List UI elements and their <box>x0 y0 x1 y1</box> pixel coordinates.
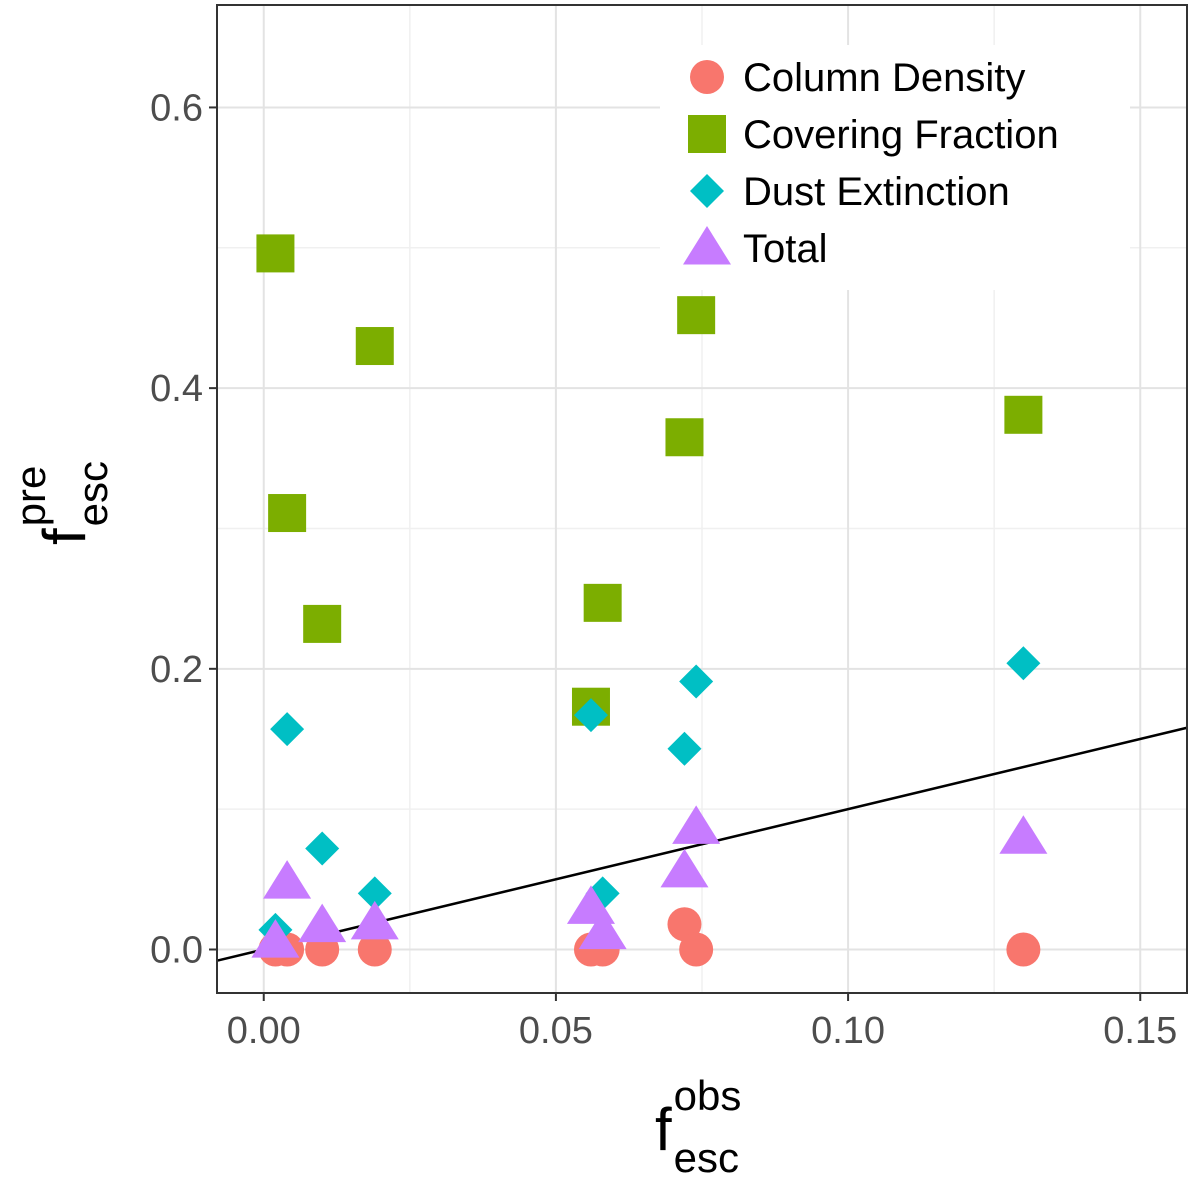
square-point <box>583 583 622 622</box>
diamond-point <box>679 664 714 699</box>
diamond-point <box>270 712 305 747</box>
y-axis-title-main: f <box>31 528 98 545</box>
y-tick-label: 0.0 <box>150 929 203 971</box>
triangle-point <box>999 815 1048 854</box>
legend-label: Covering Fraction <box>743 113 1059 157</box>
diamond-point <box>667 731 702 766</box>
legend-circle-key <box>690 60 724 94</box>
y-axis-title-sub: esc <box>69 461 116 526</box>
square-point <box>268 494 307 533</box>
legend-label: Dust Extinction <box>743 170 1010 214</box>
circle-point <box>1006 932 1041 967</box>
legend-item: Covering Fraction <box>688 113 1059 157</box>
circle-point <box>679 932 714 967</box>
x-tick-label: 0.05 <box>519 1010 593 1052</box>
y-axis-title: fpre esc <box>7 461 116 545</box>
y-tick-label: 0.4 <box>150 368 203 410</box>
square-point <box>256 234 295 273</box>
legend-diamond-key <box>690 174 724 208</box>
triangle-point <box>263 860 312 899</box>
legend-label: Total <box>743 227 828 271</box>
legend-item: Dust Extinction <box>690 170 1010 214</box>
x-tick-label: 0.00 <box>227 1010 301 1052</box>
series-total <box>251 805 1048 958</box>
diamond-point <box>1006 646 1041 681</box>
y-axis-title-sup: pre <box>7 466 54 527</box>
y-axis-ticks: 0.0 0.2 0.4 0.6 <box>150 87 217 971</box>
x-axis-title-sub: esc <box>674 1134 739 1181</box>
triangle-point <box>672 805 721 844</box>
triangle-point <box>298 903 347 943</box>
legend-items: Column Density Covering Fraction Dust Exti… <box>683 56 1059 271</box>
legend-background <box>660 45 1130 290</box>
triangle-point <box>578 910 627 950</box>
circle-point <box>667 907 702 942</box>
x-axis-title-main: f <box>655 1096 672 1163</box>
y-tick-label: 0.6 <box>150 87 203 129</box>
diamond-point <box>357 876 392 911</box>
square-point <box>665 418 704 457</box>
diamond-point <box>305 831 340 866</box>
x-axis-ticks: 0.00 0.05 0.10 0.15 <box>227 993 1177 1052</box>
legend: Column Density Covering Fraction Dust Exti… <box>660 45 1130 290</box>
legend-square-key <box>688 115 726 153</box>
square-point <box>355 327 394 366</box>
triangle-point <box>350 900 399 940</box>
x-axis-title-sup: obs <box>674 1072 742 1119</box>
diamond-point <box>573 698 608 733</box>
square-point <box>677 296 716 335</box>
y-tick-label: 0.2 <box>150 649 203 691</box>
x-axis-title: fobs esc <box>655 1072 741 1181</box>
triangle-point <box>660 848 709 888</box>
plot-border <box>216 4 1188 994</box>
points-layer <box>251 234 1048 967</box>
legend-item: Total <box>683 226 828 271</box>
legend-item: Column Density <box>690 56 1025 100</box>
legend-label: Column Density <box>743 56 1025 100</box>
circle-point <box>357 932 392 967</box>
x-tick-label: 0.15 <box>1103 1010 1177 1052</box>
triangle-point <box>251 919 300 958</box>
square-point <box>303 604 342 643</box>
x-tick-label: 0.10 <box>811 1010 885 1052</box>
square-point <box>1004 395 1043 434</box>
legend-triangle-key <box>683 226 731 265</box>
